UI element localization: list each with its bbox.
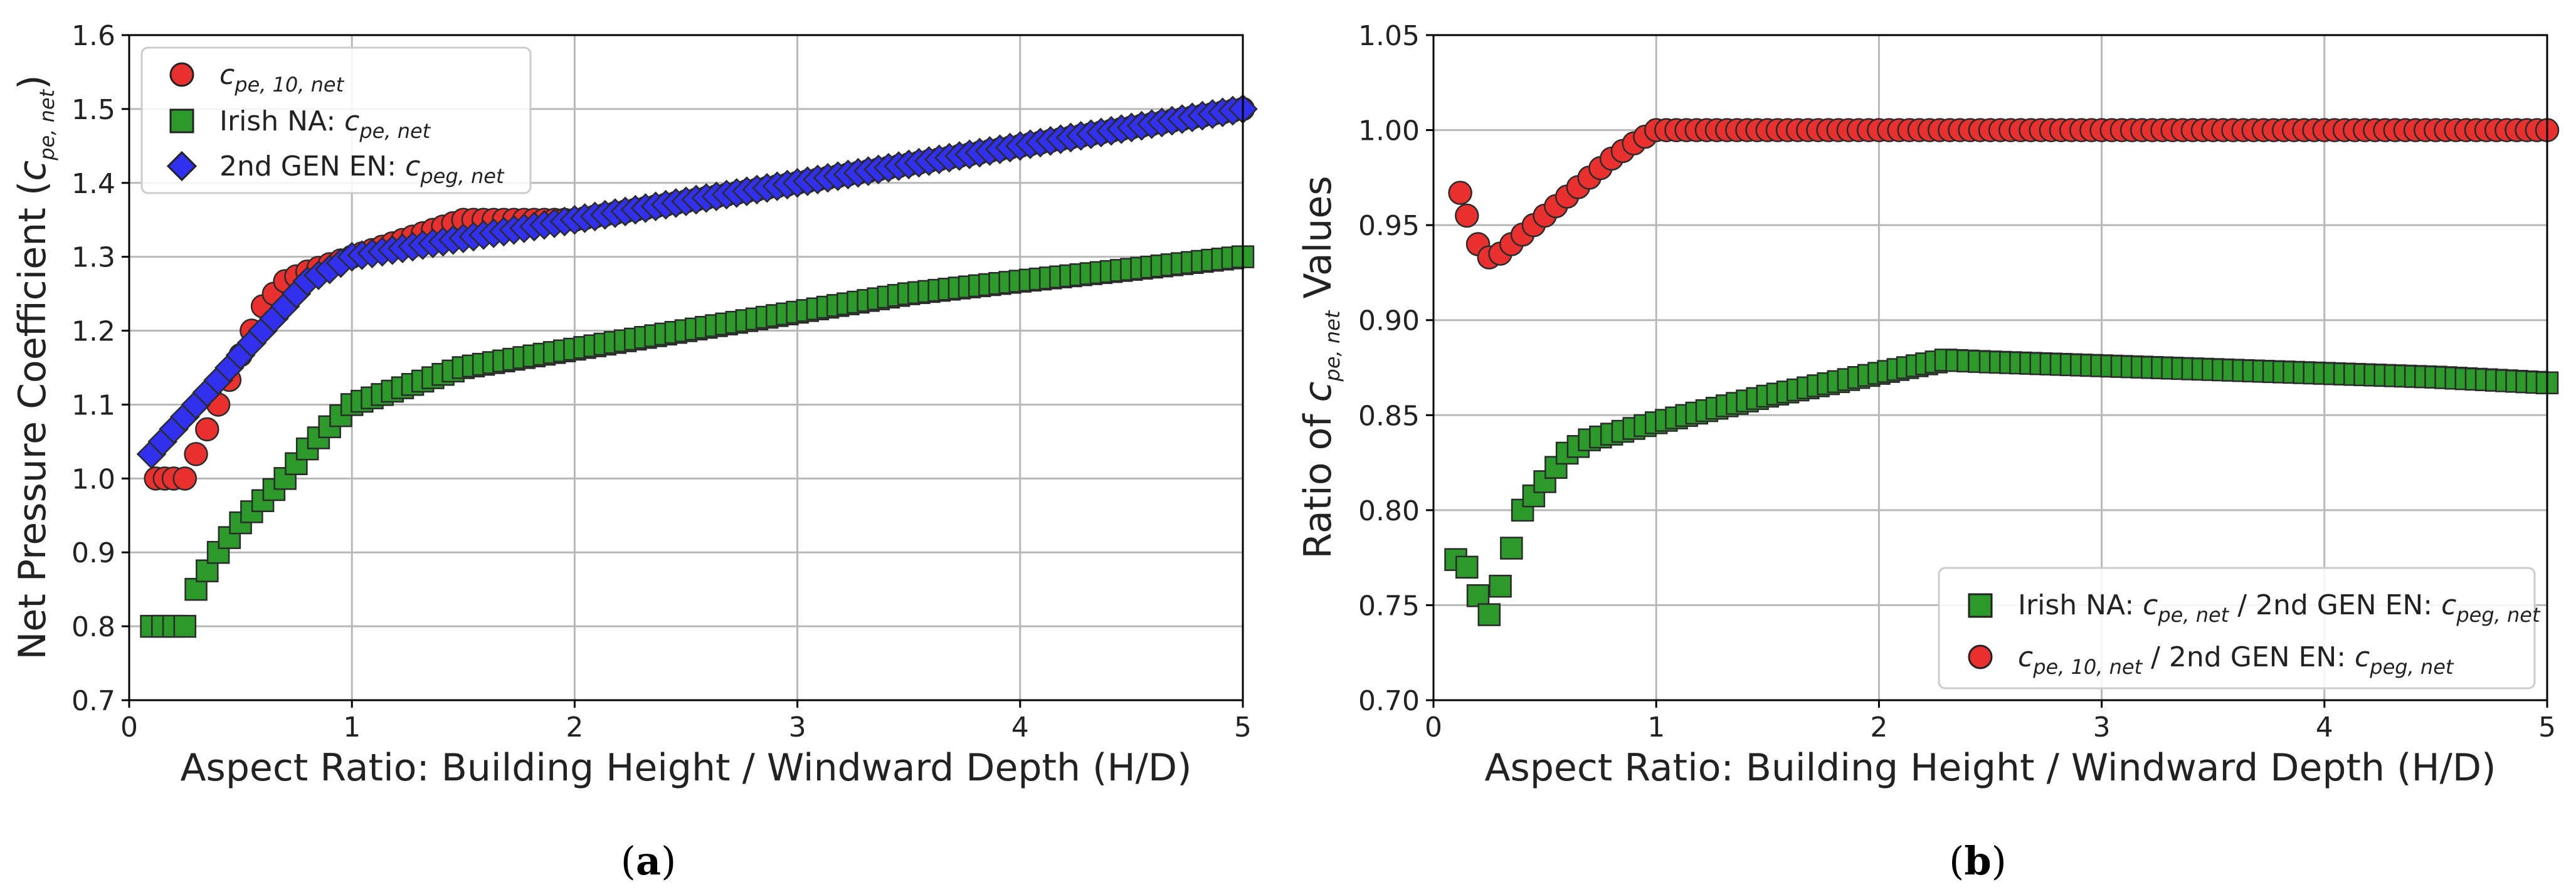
y-axis-label-a: Net Pressure Coefficient (cpe, net) <box>11 75 59 659</box>
plot-frame-a <box>128 34 1244 701</box>
x-tick-label: 2 <box>1870 711 1887 743</box>
legend-a: cpe, 10, net Irish NA: cpe, net 2nd GEN … <box>140 46 532 194</box>
legend-a-label-2: 2nd GEN EN: cpeg, net <box>219 150 505 188</box>
data-point <box>1500 537 1523 560</box>
x-tick-label: 3 <box>2093 711 2111 743</box>
legend-b-label-0: Irish NA: cpe, net / 2nd GEN EN: cpeg, n… <box>2018 589 2541 627</box>
data-point <box>1448 181 1472 205</box>
y-tick-label: 0.9 <box>71 537 115 569</box>
data-point <box>1489 574 1512 598</box>
x-tick-label: 0 <box>1425 711 1442 743</box>
x-tick-label: 4 <box>1011 711 1029 743</box>
panel-b: 0 1 2 3 4 5 0.70 0.75 0.80 0.85 0.90 0.95 1.00 1.05 A… <box>1292 0 2576 892</box>
legend-b: Irish NA: cpe, net / 2nd GEN EN: cpeg, n… <box>1938 567 2541 690</box>
data-point <box>1477 603 1501 626</box>
x-tick-label: 2 <box>566 711 583 743</box>
series-a-1 <box>140 245 1255 638</box>
y-tick-label: 1.5 <box>71 94 115 126</box>
x-tick-label: 0 <box>120 711 138 743</box>
y-tick-label: 1.2 <box>71 316 115 348</box>
marks-b <box>1444 118 2560 626</box>
data-point <box>172 466 198 491</box>
y-tick-label: 0.7 <box>71 685 115 717</box>
y-tick-label: 0.80 <box>1358 495 1420 527</box>
y-tick-label: 1.4 <box>71 168 115 200</box>
x-tick-label: 1 <box>343 711 361 743</box>
chart-a: 0 1 2 3 4 5 0.7 0.8 0.9 1.0 1.1 1.2 1.3 1.4 1.5 1.6 Asp… <box>11 20 1258 884</box>
legend-a-marker-0 <box>169 62 194 87</box>
caption-a: (a) <box>621 838 677 884</box>
y-tick-label: 1.0 <box>71 463 115 495</box>
legend-b-marker-1 <box>1968 644 1993 669</box>
legend-a-marker-2 <box>166 150 198 182</box>
caption-b: (b) <box>1949 838 2007 884</box>
y-tick-label: 0.85 <box>1358 400 1420 432</box>
y-tick-label: 1.1 <box>71 389 115 421</box>
x-tick-label: 5 <box>1234 711 1252 743</box>
y-tick-label: 1.05 <box>1358 20 1420 52</box>
y-tick-label: 0.70 <box>1358 685 1420 717</box>
series-a-2 <box>136 94 1258 470</box>
data-point <box>173 614 197 638</box>
ticks-b: 0 1 2 3 4 5 0.70 0.75 0.80 0.85 0.90 0.95 1.00 1.05 <box>1358 20 2556 743</box>
legend-b-marker-0 <box>1968 593 1993 618</box>
data-point <box>1455 203 1479 228</box>
y-tick-label: 0.75 <box>1358 590 1420 622</box>
x-axis-label-a: Aspect Ratio: Building Height / Windward… <box>181 746 1192 790</box>
legend-a-label-0: cpe, 10, net <box>219 59 345 97</box>
chart-b: 0 1 2 3 4 5 0.70 0.75 0.80 0.85 0.90 0.95 1.00 1.05 A… <box>1296 20 2560 884</box>
series-b-1 <box>1448 118 2560 270</box>
data-point <box>195 417 219 442</box>
data-point <box>184 442 208 466</box>
ticks-a: 0 1 2 3 4 5 0.7 0.8 0.9 1.0 1.1 1.2 1.3 1.4 1.5 1.6 <box>71 20 1252 743</box>
panel-a: 0 1 2 3 4 5 0.7 0.8 0.9 1.0 1.1 1.2 1.3 1.4 1.5 1.6 Asp… <box>11 20 1258 884</box>
data-point <box>1455 555 1479 579</box>
y-tick-label: 0.90 <box>1358 305 1420 337</box>
y-tick-label: 0.8 <box>71 611 115 643</box>
data-point <box>1466 584 1490 607</box>
x-axis-label-b: Aspect Ratio: Building Height / Windward… <box>1485 746 2496 790</box>
y-tick-label: 0.95 <box>1358 210 1420 242</box>
legend-a-label-1: Irish NA: cpe, net <box>219 105 431 143</box>
marks-a <box>136 94 1258 638</box>
x-tick-label: 3 <box>789 711 806 743</box>
legend-b-label-1: cpe, 10, net / 2nd GEN EN: cpeg, net <box>2018 641 2454 679</box>
y-tick-label: 1.00 <box>1358 115 1420 147</box>
y-tick-label: 1.3 <box>71 242 115 274</box>
x-tick-label: 1 <box>1647 711 1665 743</box>
y-tick-label: 1.6 <box>71 20 115 52</box>
x-tick-label: 4 <box>2316 711 2333 743</box>
legend-a-marker-1 <box>169 108 194 134</box>
x-tick-label: 5 <box>2538 711 2556 743</box>
y-axis-label-b: Ratio of cpe, net Values <box>1296 176 1344 559</box>
series-b-0 <box>1444 349 2559 626</box>
plot-frame-b <box>1432 34 2548 701</box>
